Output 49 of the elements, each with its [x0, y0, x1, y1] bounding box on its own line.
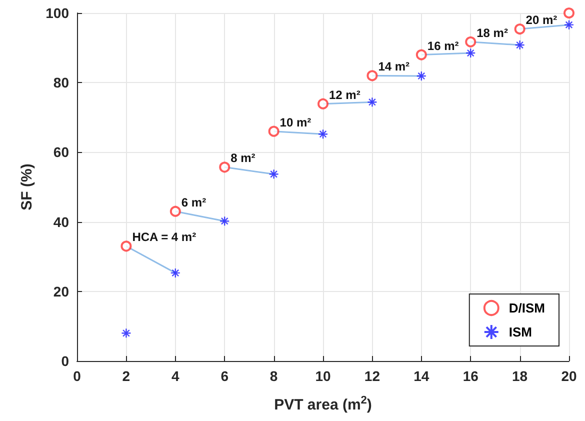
point	[220, 216, 230, 226]
legend-label: D/ISM	[508, 300, 546, 316]
y-tick-label: 100	[46, 5, 70, 21]
x-tick-label: 20	[561, 368, 577, 384]
y-tick-label: 60	[53, 144, 70, 160]
point	[170, 268, 180, 278]
annotation: 10 m²	[280, 115, 312, 130]
y-tick-label: 40	[53, 214, 70, 230]
point	[465, 36, 476, 48]
y-axis-title: SF (%)	[18, 164, 36, 210]
point	[564, 8, 574, 18]
point	[121, 328, 132, 338]
annotation: 16 m²	[427, 38, 459, 53]
y-tick-label: 0	[61, 353, 70, 369]
x-tick-label: 6	[220, 368, 229, 384]
y-tick-label: 20	[53, 283, 70, 300]
annotation: 14 m²	[378, 60, 410, 74]
x-tick-label: 8	[270, 368, 278, 384]
annotation: 6 m²	[181, 195, 206, 210]
x-tick-label: 14	[414, 368, 430, 384]
point	[120, 240, 132, 252]
annotation: 12 m²	[329, 88, 360, 102]
annotation: HCA = 4 m²	[132, 230, 196, 244]
annotation: 18 m²	[476, 26, 508, 40]
point	[268, 169, 279, 180]
point	[466, 48, 476, 58]
x-tick-label: 0	[73, 368, 82, 384]
point	[416, 70, 426, 82]
point	[318, 129, 328, 140]
point	[416, 49, 427, 60]
point	[366, 70, 378, 82]
x-tick-label: 2	[122, 368, 130, 384]
point	[367, 96, 378, 108]
point	[564, 20, 574, 30]
annotation: 20 m²	[526, 13, 558, 28]
x-tick-label: 4	[172, 368, 180, 384]
point	[514, 24, 526, 35]
point	[219, 162, 230, 173]
point	[514, 40, 525, 50]
annotation: 8 m²	[230, 151, 256, 166]
x-tick-label: 16	[462, 368, 479, 384]
legend-label: ISM	[508, 324, 532, 340]
x-tick-label: 12	[364, 368, 380, 384]
point	[318, 98, 328, 110]
x-tick-label: 18	[512, 368, 528, 384]
point	[268, 126, 280, 137]
point	[170, 206, 181, 217]
y-tick-label: 80	[53, 74, 70, 91]
x-tick-label: 10	[315, 368, 331, 384]
